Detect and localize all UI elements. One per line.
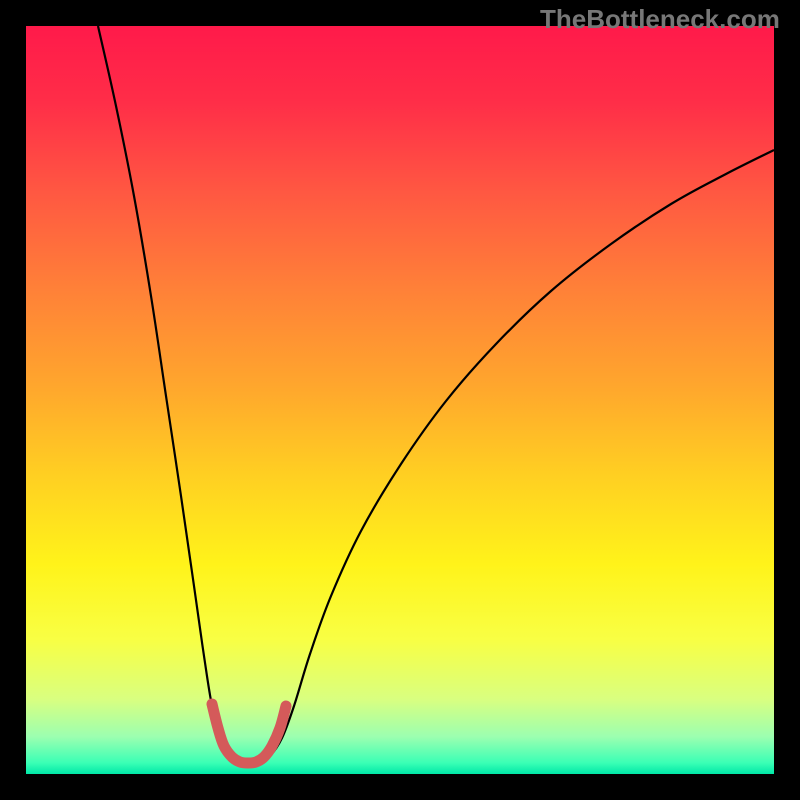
plot-area — [26, 26, 774, 774]
background-rect — [26, 26, 774, 774]
plot-svg — [26, 26, 774, 774]
watermark-text: TheBottleneck.com — [540, 4, 780, 35]
